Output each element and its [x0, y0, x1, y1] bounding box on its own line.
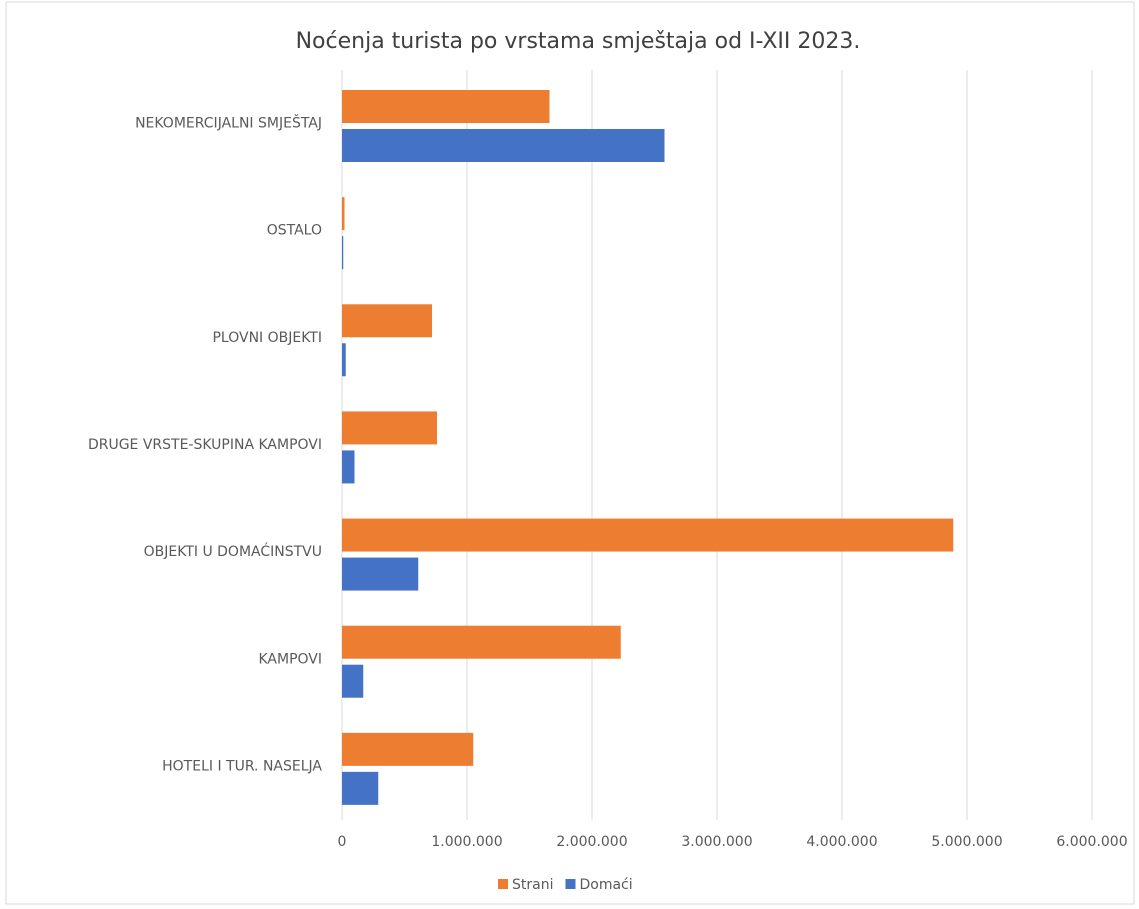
y-tick-label: DRUGE VRSTE-SKUPINA KAMPOVI — [88, 437, 322, 453]
chart-title: Noćenja turista po vrstama smještaja od … — [296, 29, 861, 54]
bar — [342, 343, 346, 377]
bar — [342, 90, 550, 123]
x-tick-label: 5.000.000 — [931, 834, 1002, 850]
x-tick-label: 3.000.000 — [681, 834, 752, 850]
bar — [342, 625, 621, 659]
bar — [342, 304, 432, 338]
y-tick-label: KAMPOVI — [258, 651, 322, 667]
y-tick-label: OBJEKTI U DOMAĆINSTVU — [144, 542, 322, 560]
y-tick-label: NEKOMERCIJALNI SMJEŠTAJ — [135, 114, 322, 132]
y-tick-label: OSTALO — [267, 223, 322, 239]
bar — [342, 411, 437, 445]
bar — [342, 771, 379, 805]
bar — [342, 518, 954, 552]
y-tick-label: HOTELI I TUR. NASELJA — [162, 758, 322, 774]
x-tick-label: 6.000.000 — [1056, 834, 1127, 850]
legend-label: Strani — [512, 877, 553, 893]
legend-swatch — [565, 879, 576, 889]
legend-swatch — [498, 879, 508, 889]
bar — [342, 236, 344, 270]
bar — [342, 664, 364, 698]
bar — [342, 450, 355, 484]
bar — [342, 129, 665, 162]
y-tick-label: PLOVNI OBJEKTI — [212, 330, 322, 346]
bar — [342, 197, 345, 231]
bar — [342, 732, 474, 766]
bar — [342, 557, 419, 591]
legend-label: Domaći — [579, 877, 632, 893]
x-tick-label: 4.000.000 — [806, 834, 877, 850]
x-tick-label: 0 — [338, 834, 347, 850]
x-tick-label: 1.000.000 — [431, 834, 502, 850]
x-tick-label: 2.000.000 — [556, 834, 627, 850]
